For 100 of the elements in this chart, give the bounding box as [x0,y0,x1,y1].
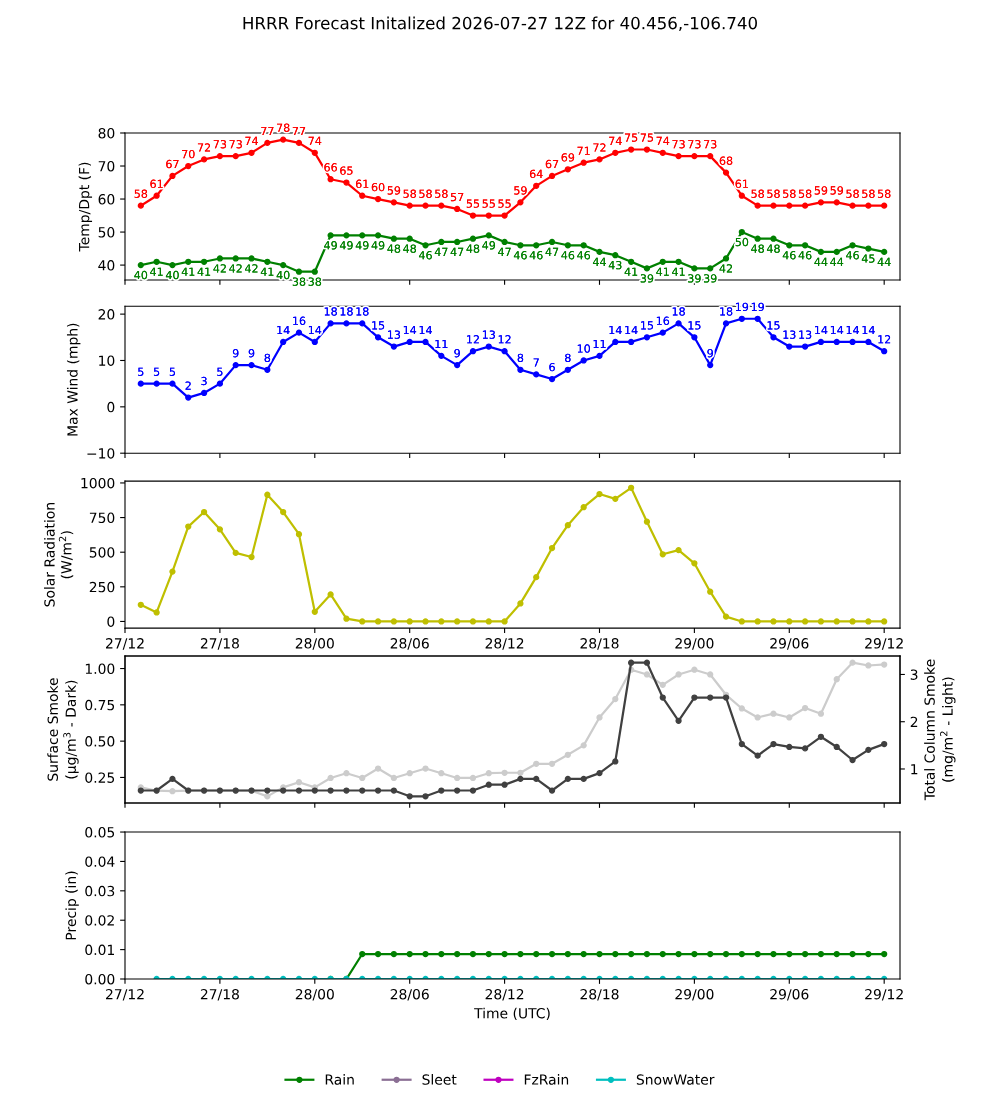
data-label: 15 [372,321,385,330]
data-label: 14 [419,325,432,335]
x-tick-label: 28/18 [580,988,619,1001]
data-label: 59 [387,186,401,195]
y-axis-title: Surface Smoke (μg/m$^{3}$ - Dark) [47,678,79,781]
data-label: 40 [134,270,148,280]
data-label: 74 [656,136,670,145]
legend-label: Rain [325,1074,354,1085]
y-tick-label: 60 [98,194,115,205]
data-label: 44 [877,257,891,266]
data-label: 58 [403,189,416,198]
data-label: 73 [688,139,701,149]
data-label: 46 [561,251,575,260]
data-label: 48 [466,244,480,253]
data-label: 74 [308,136,322,145]
y-tick-label: 0.01 [85,944,114,956]
data-label: 8 [517,353,524,363]
data-label: 6 [549,362,555,372]
data-label: 65 [340,166,353,175]
data-label: 5 [153,367,160,376]
data-label: 47 [450,247,464,256]
data-label: 49 [339,241,353,250]
data-label: 73 [229,139,242,149]
data-label: 58 [783,189,796,198]
data-label: 70 [182,149,195,159]
data-label: 13 [482,330,495,339]
data-label: 41 [260,267,274,276]
x-tick-label: 27/12 [106,638,144,650]
data-label: 46 [529,251,543,260]
data-label: 41 [150,267,163,276]
data-label: 48 [766,244,780,253]
data-label: 14 [308,325,322,335]
data-label: 5 [138,367,144,376]
data-label: 61 [150,179,163,189]
data-label: 69 [561,153,575,162]
data-label: 58 [862,189,875,198]
data-label: 18 [356,307,369,316]
data-label: 7 [533,358,539,367]
data-label: 44 [830,257,844,266]
legend-label: FzRain [524,1074,569,1085]
data-label: 8 [264,353,271,363]
data-label: 8 [565,353,571,363]
y-tick-label: 80 [98,127,115,139]
data-label: 75 [624,133,638,142]
data-label: 13 [783,330,796,339]
x-tick-label: 29/00 [675,988,714,1001]
data-label: 46 [782,251,796,260]
y-tick-label: 500 [89,547,115,558]
data-label: 18 [720,307,733,316]
data-label: 58 [134,189,148,198]
data-label: 16 [656,316,670,325]
data-label: 9 [707,349,713,358]
y-tick-label: 20 [98,309,115,320]
data-label: 45 [861,254,875,263]
data-label: 10 [577,344,590,353]
y-tick-label: 0.25 [85,772,115,783]
data-label: 77 [261,126,274,136]
data-label: 38 [308,277,322,286]
data-label: 13 [799,330,812,339]
y-tick-label: 0.04 [85,856,115,867]
data-label: 59 [814,186,828,195]
data-label: 11 [593,339,606,348]
data-label: 48 [387,244,401,253]
y-tick-label: 1000 [81,477,115,489]
data-label: 9 [248,349,255,358]
y-tick-label: 10 [99,355,115,366]
data-label: 58 [846,189,859,198]
data-label: 61 [735,179,748,189]
data-label: 58 [767,189,780,198]
data-label: 16 [293,316,306,325]
y-tick-label: 1.00 [85,663,115,674]
x-tick-label: 28/00 [295,988,334,1001]
data-label: 18 [340,307,353,316]
data-label: 14 [846,325,859,335]
data-label: 41 [672,267,685,276]
data-label: 41 [624,267,638,276]
data-label: 48 [751,244,764,253]
x-tick-label: 28/12 [485,988,524,1001]
data-label: 71 [577,146,590,155]
data-label: 14 [277,325,290,335]
y2-tick-label: 1 [911,764,918,775]
data-label: 3 [201,376,207,386]
data-label: 48 [403,244,416,253]
data-label: 46 [513,251,527,260]
data-label: 18 [324,307,337,316]
data-label: 14 [609,325,622,335]
data-label: 2 [185,381,191,390]
y-axis-title: Solar Radiation (W/m$^{2}$) [44,503,74,607]
data-label: 67 [166,159,179,169]
y-tick-label: 0.50 [85,736,115,747]
y-tick-label: 0.03 [85,885,115,897]
data-label: 14 [403,325,417,335]
data-label: 13 [388,330,401,339]
y-tick-label: 0.02 [85,915,114,926]
data-label: 38 [292,277,306,286]
y-axis-title: Precip (in) [65,871,79,940]
data-label: 42 [213,264,226,273]
data-label: 59 [830,186,844,195]
data-label: 14 [625,325,638,335]
data-label: 59 [514,186,527,195]
